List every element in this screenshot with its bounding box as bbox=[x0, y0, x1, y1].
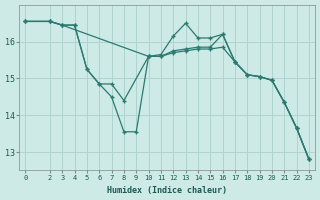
X-axis label: Humidex (Indice chaleur): Humidex (Indice chaleur) bbox=[107, 186, 227, 195]
